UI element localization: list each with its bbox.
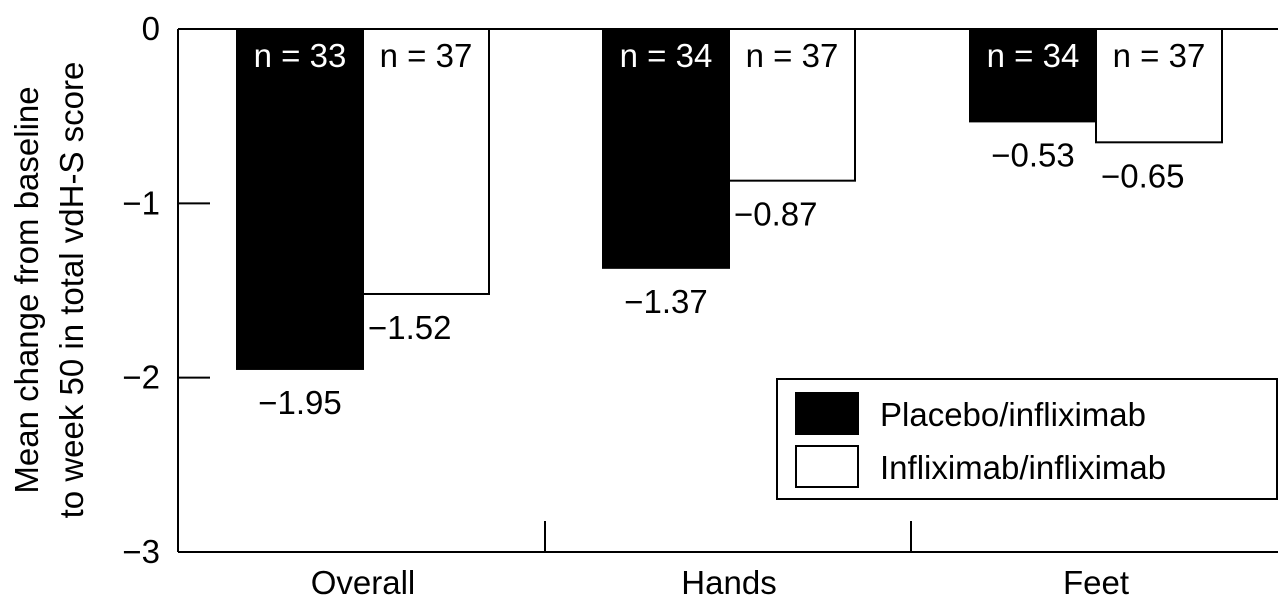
bar-value-label: −0.87	[734, 196, 818, 233]
legend-box	[776, 378, 1278, 500]
x-tick-label: Overall	[311, 564, 416, 596]
y-axis-title-line: Mean change from baseline	[8, 86, 45, 493]
x-tick-label: Feet	[1063, 564, 1129, 596]
legend-label: Placebo/infliximab	[880, 396, 1146, 433]
y-tick-label: −3	[122, 533, 160, 570]
bar-value-label: −1.95	[258, 384, 342, 421]
bar-n-label: n = 33	[254, 37, 347, 74]
x-tick-label: Hands	[681, 564, 776, 596]
data-labels: n = 33 −1.95 n = 34 −1.37 n = 34 −0.53 n = 37 −…	[254, 37, 1206, 421]
bar	[362, 28, 490, 295]
bar	[236, 28, 364, 370]
bar-n-label: n = 37	[380, 37, 473, 74]
bar	[728, 28, 856, 182]
legend-swatch	[795, 445, 859, 488]
bar-n-label: n = 34	[620, 37, 713, 74]
bar-value-label: −1.52	[368, 309, 452, 346]
bar-n-label: n = 37	[746, 37, 839, 74]
y-axis-label: Mean change from baseline to week 50 in t…	[8, 62, 90, 519]
legend: Placebo/infliximab Infliximab/infliximab	[776, 378, 1278, 500]
y-tick-label: −1	[122, 184, 160, 221]
bar	[1095, 28, 1223, 144]
bar-n-label: n = 34	[987, 37, 1080, 74]
y-tick-label: −2	[122, 359, 160, 396]
y-axis-title-line: to week 50 in total vdH-S score	[53, 62, 90, 519]
bars	[236, 28, 1223, 370]
bar-value-label: −1.37	[624, 283, 708, 320]
bar-value-label: −0.53	[991, 136, 1075, 173]
bar-n-label: n = 37	[1113, 37, 1206, 74]
bar-value-label: −0.65	[1101, 157, 1185, 194]
legend-label: Infliximab/infliximab	[880, 449, 1166, 486]
legend-swatch	[795, 392, 859, 435]
y-tick-label: 0	[142, 10, 160, 47]
